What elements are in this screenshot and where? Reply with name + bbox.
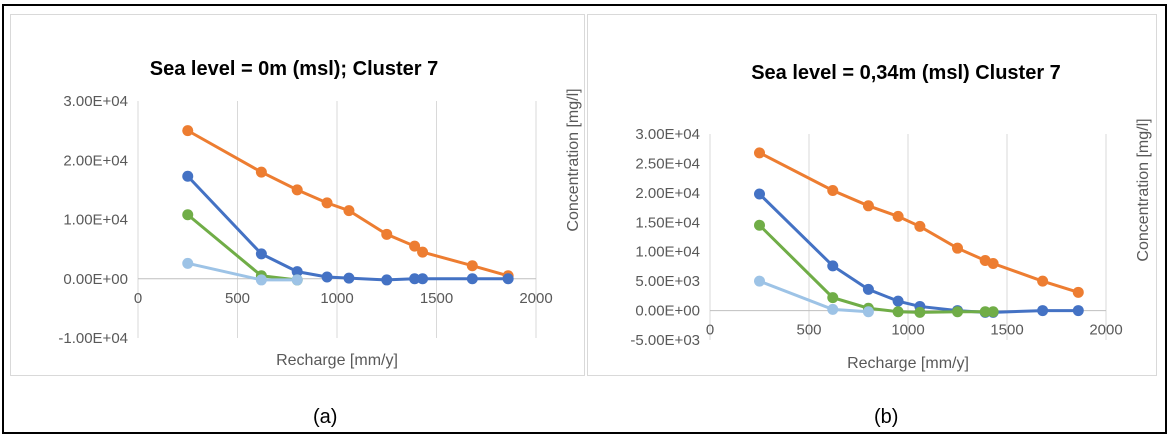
data-point xyxy=(466,273,478,285)
x-tick-label: 1000 xyxy=(320,290,353,307)
data-point xyxy=(914,306,926,318)
data-point xyxy=(466,260,478,272)
y-tick-label: -5.00E+03 xyxy=(630,332,700,349)
data-point xyxy=(1037,275,1049,287)
data-point xyxy=(914,220,926,232)
data-point xyxy=(321,271,333,283)
series-line xyxy=(186,213,298,282)
data-point xyxy=(381,228,393,240)
data-point xyxy=(952,242,963,254)
data-point xyxy=(754,275,765,287)
data-point xyxy=(862,283,874,295)
data-point xyxy=(979,306,991,318)
data-point xyxy=(754,147,765,159)
series-line xyxy=(758,192,1079,314)
x-tick-label: 1500 xyxy=(990,322,1023,339)
data-point xyxy=(409,273,421,285)
figure-frame xyxy=(2,4,1167,434)
chart-panel-b: 0 500 1000 1500 2000 -5.00E+03 0.00E+00 5.00E+0… xyxy=(587,14,1157,376)
data-point xyxy=(827,260,839,272)
y-tick-label: 0.00E+00 xyxy=(63,271,128,288)
data-point xyxy=(409,240,421,252)
chart-b-svg: 0 500 1000 1500 2000 -5.00E+03 0.00E+00 5.00E+0… xyxy=(630,62,1152,372)
data-point xyxy=(291,274,303,286)
data-point xyxy=(1072,305,1084,317)
series-line xyxy=(758,151,1079,294)
data-point xyxy=(321,197,333,209)
y-tick-label: 1.00E+04 xyxy=(635,244,700,261)
data-point xyxy=(291,184,303,196)
caption-a: (a) xyxy=(313,406,338,428)
series-line xyxy=(758,224,994,314)
y-tick-label: -1.00E+04 xyxy=(58,330,128,347)
y-tick-label: 1.00E+04 xyxy=(63,212,128,229)
data-point xyxy=(827,185,839,197)
x-axis-label: Recharge [mm/y] xyxy=(847,355,969,372)
y-axis-label: Concentration [mg/l] xyxy=(1135,118,1152,261)
x-tick-label: 1500 xyxy=(420,290,453,307)
chart-title: Sea level = 0m (msl); Cluster 7 xyxy=(150,58,438,80)
data-point xyxy=(182,170,194,182)
data-point xyxy=(291,266,303,278)
y-tick-label: 5.00E+03 xyxy=(635,273,700,290)
x-axis-label: Recharge [mm/y] xyxy=(276,352,398,369)
data-point xyxy=(343,272,355,284)
x-tick-label: 500 xyxy=(225,290,250,307)
data-point xyxy=(343,205,355,217)
data-point xyxy=(827,303,839,315)
data-point xyxy=(182,257,194,269)
data-point xyxy=(1072,286,1084,298)
chart-panel-a: 0 500 1000 1500 2000 -1.00E+04 0.00E+00 1.00E+0… xyxy=(10,14,585,376)
x-tick-label: 0 xyxy=(134,290,142,307)
y-tick-label: 0.00E+00 xyxy=(635,303,700,320)
data-point xyxy=(255,274,267,286)
data-point xyxy=(255,166,267,178)
y-axis-label: Concentration [mg/l] xyxy=(565,88,582,231)
data-point xyxy=(182,209,194,221)
x-tick-label: 2000 xyxy=(1089,322,1122,339)
data-point xyxy=(862,200,874,212)
data-point xyxy=(892,295,904,307)
chart-a-svg: 0 500 1000 1500 2000 -1.00E+04 0.00E+00 1.00E+0… xyxy=(58,58,582,369)
y-tick-label: 1.50E+04 xyxy=(635,214,700,231)
data-point xyxy=(182,125,194,137)
data-point xyxy=(754,188,765,200)
y-tick-label: 2.00E+04 xyxy=(635,185,700,202)
x-tick-label: 0 xyxy=(706,322,714,339)
data-point xyxy=(952,306,963,318)
data-point xyxy=(892,210,904,222)
y-tick-label: 2.00E+04 xyxy=(63,152,128,169)
data-point xyxy=(892,306,904,318)
caption-b: (b) xyxy=(874,406,899,428)
data-point xyxy=(502,273,514,285)
data-point xyxy=(417,273,429,285)
data-point xyxy=(1037,305,1049,317)
chart-title: Sea level = 0,34m (msl) Cluster 7 xyxy=(751,62,1061,84)
y-tick-label: 3.00E+04 xyxy=(63,93,128,110)
data-point xyxy=(827,292,839,304)
y-tick-label: 3.00E+04 xyxy=(635,126,700,143)
series-line xyxy=(186,175,509,282)
y-tick-label: 2.50E+04 xyxy=(635,155,700,172)
series-line xyxy=(187,129,509,278)
data-point xyxy=(255,248,267,260)
x-tick-label: 2000 xyxy=(519,290,552,307)
data-point xyxy=(987,257,999,269)
data-point xyxy=(862,306,874,318)
data-point xyxy=(381,274,393,286)
x-tick-label: 500 xyxy=(796,322,821,339)
data-point xyxy=(987,306,999,318)
series-line xyxy=(758,279,869,314)
data-point xyxy=(417,246,429,258)
data-point xyxy=(754,219,765,231)
x-tick-label: 1000 xyxy=(891,322,924,339)
